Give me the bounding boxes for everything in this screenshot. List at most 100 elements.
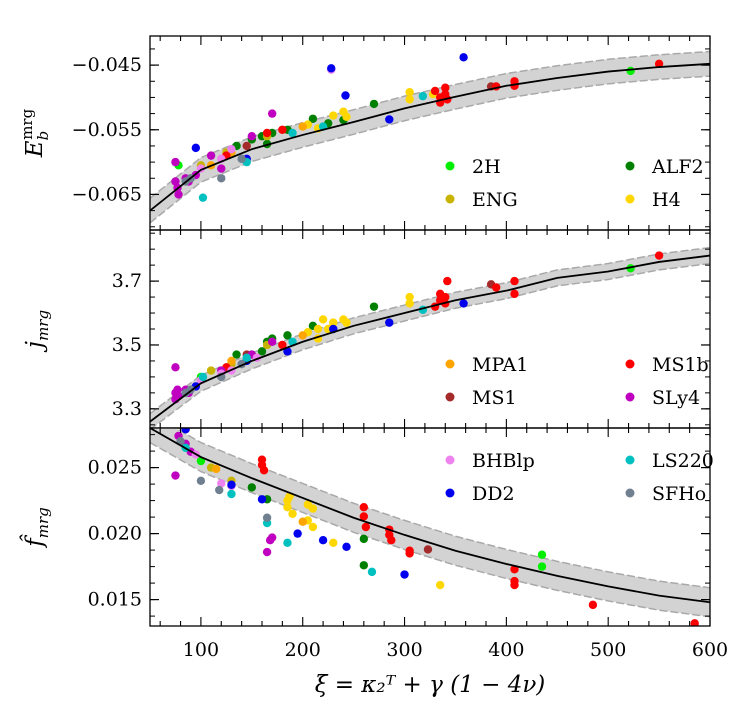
data-point-LS220 [288, 128, 297, 138]
data-point-DD2 [327, 64, 336, 73]
legend-label: MPA1 [472, 354, 528, 376]
y-axis-label: f̂mrg [21, 507, 52, 549]
data-point-ALF2 [257, 347, 267, 356]
data-point-2H [537, 562, 547, 571]
data-point-DD2 [257, 495, 267, 504]
x-tick-label: 200 [285, 639, 321, 661]
data-point-SLy4 [171, 363, 180, 372]
x-tick-label: 600 [692, 639, 728, 661]
data-point-DD2 [227, 480, 236, 489]
data-point-MS1b [259, 466, 269, 475]
legend-marker [445, 392, 455, 402]
data-point-MPA1 [298, 517, 307, 526]
x-tick-label: 500 [590, 639, 626, 661]
data-point-2H [537, 550, 547, 559]
band-upper-edge [150, 50, 710, 199]
data-point-H4 [405, 95, 414, 104]
band-lower-edge [150, 75, 710, 224]
panels: −0.065 −0.055 −0.045 Ebmrg 2H ALF2 ENG H4 3.3 3.5… [18, 35, 714, 627]
legend-marker [625, 392, 635, 402]
data-point-ALF2 [359, 534, 369, 544]
data-point-MS1b [430, 86, 440, 96]
data-point-SFHo [196, 476, 206, 485]
data-point-MS1b [262, 128, 272, 138]
data-point-SLy4 [267, 337, 277, 346]
data-point-LS220 [198, 372, 208, 382]
data-point-LS220 [227, 489, 236, 499]
y-tick-label: −0.065 [72, 183, 142, 205]
data-point-2H [626, 66, 635, 76]
data-point-DD2 [191, 143, 201, 153]
data-point-ENG [206, 366, 216, 375]
legend-entry-LS220: LS220 [625, 450, 714, 472]
data-point-MS1b [405, 549, 414, 558]
band-lower-edge [150, 262, 710, 428]
panel-frequency: 0.015 0.020 0.025 f̂mrg BHBlp LS220 DD2 SFHo [21, 427, 714, 627]
data-point-MS1b [359, 503, 369, 512]
data-point-SLy4 [171, 471, 180, 480]
data-point-2H [196, 456, 206, 466]
data-point-SLy4 [171, 157, 180, 167]
panel-binding-energy: −0.065 −0.055 −0.045 Ebmrg 2H ALF2 ENG H4 [18, 35, 711, 231]
data-point-BHBlp [227, 144, 236, 154]
data-point-LS220 [198, 193, 208, 202]
data-point-SLy4 [174, 190, 183, 199]
x-axis-label: ξ = κ₂ᵀ + γ (1 − 4ν) [315, 672, 546, 698]
data-point-ALF2 [359, 561, 369, 570]
data-point-H4 [405, 299, 414, 308]
data-point-MS1b [491, 283, 501, 292]
data-point-SFHo [237, 154, 246, 164]
band-upper-edge [173, 428, 710, 589]
legend-entry-H4: H4 [625, 189, 681, 211]
data-point-H4 [435, 580, 445, 590]
data-point-H4 [342, 112, 351, 122]
data-point-H4 [329, 111, 338, 120]
y-tick-label: 0.025 [88, 457, 142, 479]
data-point-DD2 [293, 529, 302, 538]
legend-label: DD2 [472, 483, 515, 505]
data-point-ALF2 [232, 350, 241, 359]
data-point-MS1b [441, 83, 450, 92]
legend-entry-BHBlp: BHBlp [445, 450, 535, 472]
data-point-MS1b [278, 340, 287, 350]
legend-label: ALF2 [651, 156, 704, 178]
data-point-LS220 [283, 538, 292, 548]
data-point-MPA1 [227, 356, 236, 366]
legend-label: ENG [472, 189, 518, 211]
plot-area [150, 246, 710, 428]
legend-entry-2H: 2H [445, 156, 501, 178]
x-tick-label: 400 [488, 639, 524, 661]
data-point-MS1 [423, 545, 433, 554]
data-point-MS1b [510, 580, 519, 590]
data-point-MS1b [278, 125, 287, 134]
panel-frame [149, 427, 711, 627]
uncertainty-band [150, 428, 710, 617]
y-tick-label: −0.055 [72, 119, 142, 141]
data-point-H4 [405, 88, 414, 97]
data-point-DD2 [459, 299, 468, 308]
legend-marker [445, 359, 455, 369]
data-point-DD2 [400, 570, 409, 579]
data-point-MS1b [441, 292, 450, 302]
data-point-MS1b [654, 59, 664, 69]
panel-angular-momentum: 3.3 3.5 3.7 jmrg MPA1 MS1b MS1 SLy4 [22, 229, 711, 429]
legend-marker [445, 194, 455, 204]
legend-label: MS1 [472, 387, 517, 409]
legend-entry-ENG: ENG [445, 189, 518, 211]
data-point-MS1 [242, 141, 251, 151]
data-point-H4 [288, 509, 297, 518]
y-tick-label: 3.3 [112, 398, 142, 420]
data-point-DD2 [459, 53, 468, 62]
y-tick-label: −0.045 [72, 54, 142, 76]
data-point-SLy4 [173, 385, 182, 394]
data-point-SLy4 [262, 547, 272, 557]
plot-area [150, 428, 710, 626]
data-point-H4 [308, 504, 318, 513]
data-point-MPA1 [211, 464, 221, 474]
y-tick-label: 3.5 [112, 334, 142, 356]
legend-marker [625, 455, 635, 465]
data-point-ALF2 [308, 114, 318, 123]
data-point-ALF2 [369, 302, 379, 311]
x-axis: 100 200 300 400 500 600 ξ = κ₂ᵀ + γ (1 − 4ν) [183, 639, 728, 698]
